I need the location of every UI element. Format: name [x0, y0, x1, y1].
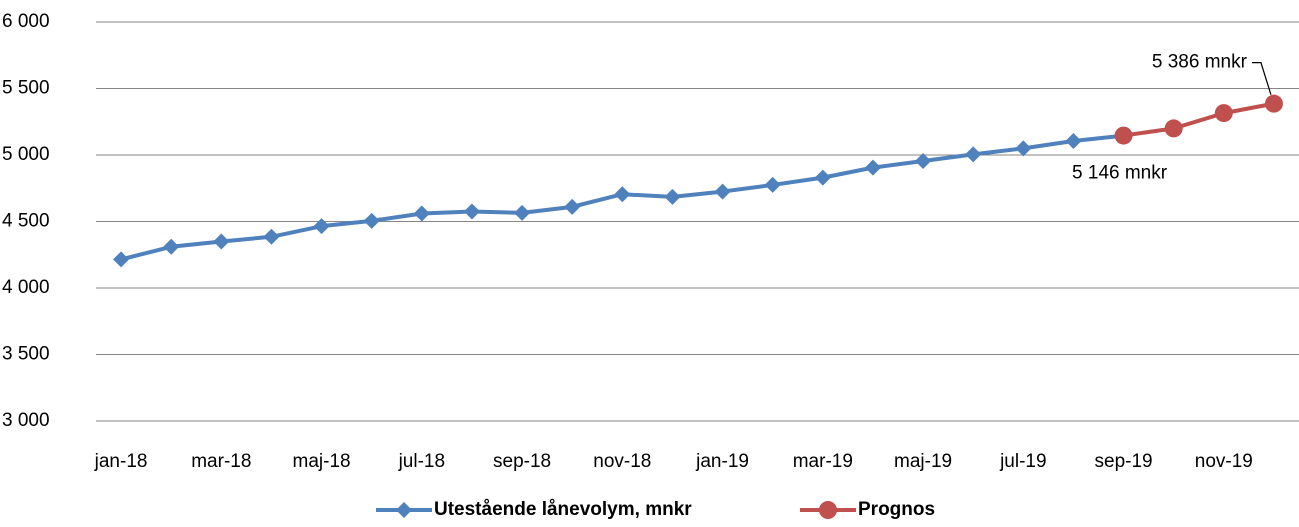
- marker: [1264, 94, 1283, 113]
- marker: [113, 251, 130, 268]
- x-tick-label: maj-19: [894, 451, 952, 472]
- series-line: [1123, 101, 1275, 138]
- data-label: 5 146 mnkr: [1072, 163, 1168, 184]
- x-tick-label: nov-19: [1195, 451, 1253, 472]
- x-tick-label: maj-18: [293, 451, 351, 472]
- x-tick-label: nov-18: [593, 451, 651, 472]
- marker: [1214, 104, 1233, 123]
- marker: [1015, 140, 1032, 157]
- y-tick-label: 3 000: [2, 410, 50, 431]
- marker: [965, 146, 982, 163]
- marker: [714, 183, 731, 200]
- marker: [263, 228, 280, 245]
- x-tick-label: sep-18: [493, 451, 551, 472]
- y-tick-label: 4 000: [2, 277, 50, 298]
- x-tick-label: jul-18: [398, 451, 445, 472]
- x-tick-label: mar-19: [793, 451, 853, 472]
- y-tick-label: 3 500: [2, 344, 50, 365]
- x-tick-label: jan-18: [94, 451, 148, 472]
- legend-label: Prognos: [858, 499, 935, 520]
- marker: [1065, 133, 1082, 150]
- marker: [514, 204, 531, 221]
- legend-marker: [396, 502, 412, 518]
- leader-line: [1251, 62, 1272, 95]
- marker: [413, 205, 430, 222]
- y-tick-label: 5 500: [2, 78, 50, 99]
- marker: [1164, 119, 1183, 138]
- marker: [213, 233, 230, 250]
- marker: [1114, 126, 1133, 145]
- marker: [614, 186, 631, 203]
- marker: [564, 198, 581, 215]
- y-tick-label: 6 000: [2, 11, 50, 32]
- marker: [664, 188, 681, 205]
- y-tick-label: 5 000: [2, 144, 50, 165]
- marker: [313, 218, 330, 235]
- marker: [163, 238, 180, 255]
- marker: [814, 169, 831, 186]
- y-tick-label: 4 500: [2, 211, 50, 232]
- marker: [915, 152, 932, 169]
- marker: [764, 176, 781, 193]
- x-tick-label: jul-19: [999, 451, 1046, 472]
- legend-label: Utestående lånevolym, mnkr: [434, 499, 692, 520]
- x-tick-label: sep-19: [1095, 451, 1153, 472]
- data-label: 5 386 mnkr: [1152, 52, 1248, 73]
- x-tick-label: jan-19: [695, 451, 749, 472]
- marker: [463, 203, 480, 220]
- legend-marker: [819, 501, 837, 519]
- marker: [363, 212, 380, 229]
- marker: [864, 159, 881, 176]
- x-tick-label: mar-18: [191, 451, 251, 472]
